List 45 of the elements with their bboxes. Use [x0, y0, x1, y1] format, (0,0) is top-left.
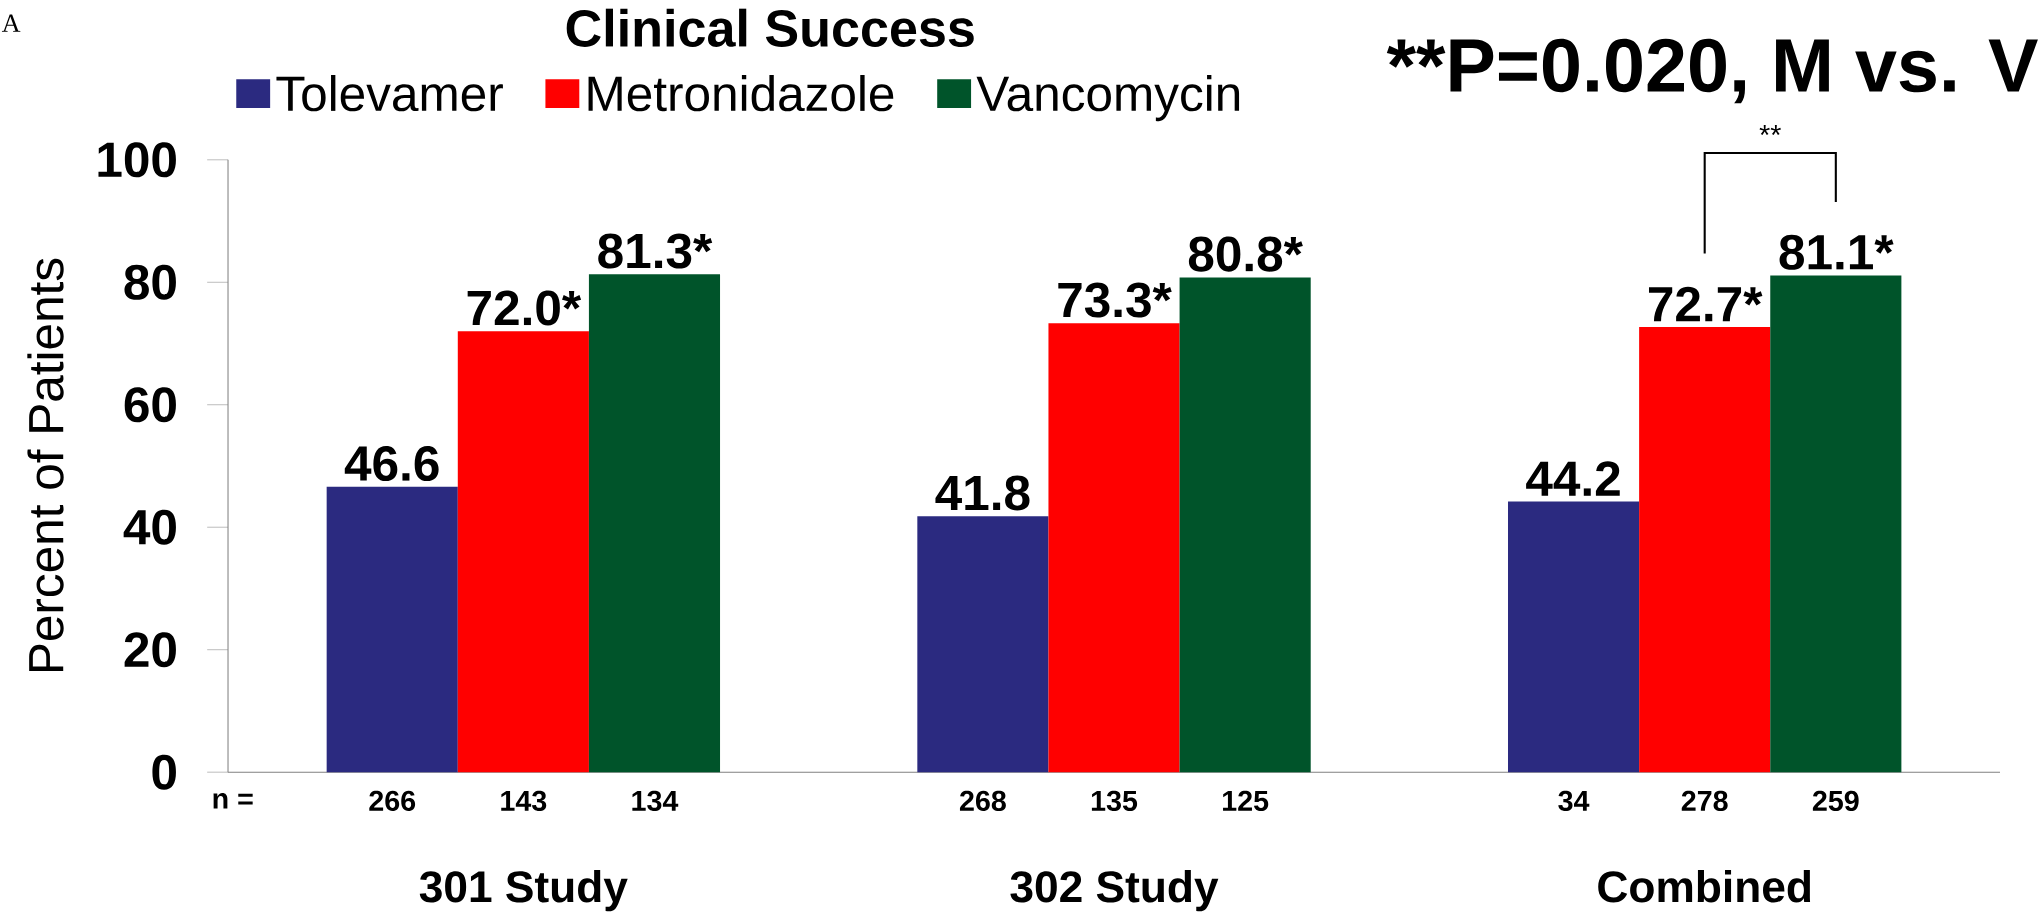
text: **P=0.020, M vs. V [1386, 38, 2038, 104]
bar [588, 274, 721, 773]
data-label: 73.3* [1058, 282, 1172, 318]
text: 266 [369, 790, 416, 812]
data-label: 80.8* [1188, 236, 1303, 272]
text: A [1, 14, 21, 32]
legend-label: Vancomycin [976, 75, 1240, 122]
text: 125 [1223, 790, 1269, 812]
text: 134 [632, 790, 679, 812]
data-label: 41.8 [935, 475, 1030, 511]
text: 143 [501, 790, 547, 812]
y-tick-label: 40 [123, 509, 176, 545]
data-label: 81.3* [598, 233, 713, 269]
bar [1770, 275, 1902, 773]
text: 268 [959, 790, 1006, 812]
bar [457, 331, 589, 773]
x-tick-label: 301 Study [419, 870, 628, 912]
y-tick-label: 80 [124, 264, 176, 300]
data-label: 81.1* [1779, 234, 1894, 270]
x-tick-label: Combined [1598, 870, 1811, 903]
bar [917, 516, 1049, 773]
text: 278 [1681, 790, 1728, 812]
bar [326, 486, 458, 773]
data-label: 72.7* [1649, 286, 1763, 322]
bar [1179, 277, 1311, 773]
text: 259 [1812, 790, 1859, 812]
bar [1639, 327, 1771, 773]
data-label: 46.6 [344, 446, 439, 482]
data-label: 72.0* [467, 290, 582, 326]
y-tick-label: 0 [152, 754, 176, 790]
y-tick-label: 20 [124, 632, 176, 668]
text: 135 [1091, 790, 1138, 812]
legend-label: Tolevamer [276, 75, 503, 112]
legend-label: Metronidazole [588, 75, 894, 112]
y-tick-label: 60 [124, 387, 176, 423]
bar [1508, 501, 1640, 773]
y-axis-title: Percent of Patients [27, 258, 64, 672]
x-tick-label: 302 Study [1010, 870, 1219, 912]
bar [1048, 323, 1180, 773]
y-tick-label: 100 [98, 142, 176, 178]
chart-title: Clinical Success [566, 8, 974, 47]
data-label: 44.2 [1526, 461, 1620, 496]
text: ** [1759, 125, 1781, 136]
text: 34 [1558, 790, 1590, 812]
text: n = [213, 793, 253, 809]
